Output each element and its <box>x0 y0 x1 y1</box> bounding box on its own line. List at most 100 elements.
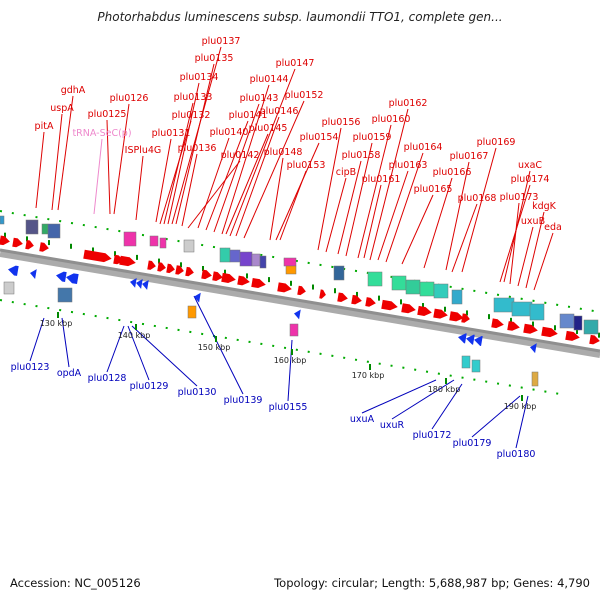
leader-line <box>61 317 70 368</box>
gene-label-plu0152[interactable]: plu0152 <box>285 90 324 101</box>
tick-dot <box>554 325 556 331</box>
gene-label-plu0126[interactable]: plu0126 <box>110 93 149 104</box>
gene-label-tRNA-SeC(p)[interactable]: tRNA-SeC(p) <box>72 128 131 139</box>
tick-dot <box>246 273 248 279</box>
gene-label-plu0172[interactable]: plu0172 <box>413 430 452 441</box>
gene-label-kdgK[interactable]: kdgK <box>532 201 557 212</box>
tick-dot <box>312 284 314 290</box>
gene-label-plu0148[interactable]: plu0148 <box>264 147 303 158</box>
gene-label-plu0164[interactable]: plu0164 <box>404 142 443 153</box>
gene-label-plu0158[interactable]: plu0158 <box>342 150 381 161</box>
gene-label-plu0129[interactable]: plu0129 <box>130 381 169 392</box>
gene-label-plu0145[interactable]: plu0145 <box>249 123 288 134</box>
backbone <box>0 248 600 353</box>
gene-label-plu0125[interactable]: plu0125 <box>88 109 127 120</box>
leader-line <box>171 46 222 225</box>
gene-label-plu0144[interactable]: plu0144 <box>250 74 289 85</box>
leader-line <box>461 147 497 273</box>
gene-arrow <box>277 282 292 293</box>
leader-line <box>187 160 241 229</box>
tick-dot <box>224 269 226 275</box>
gene-arrow <box>185 266 194 277</box>
gene-arrow <box>589 334 600 345</box>
gene-arrow <box>433 308 448 319</box>
gene-box <box>405 279 421 295</box>
gene-label-plu0131[interactable]: plu0131 <box>152 128 191 139</box>
gene-label-uxuB[interactable]: uxuB <box>521 216 545 227</box>
gene-arrow-reverse <box>458 333 467 344</box>
gene-labels[interactable]: plu0137 plu0135 plu0147 plu0134 plu0144 gdhA p… <box>11 36 562 460</box>
gene-label-plu0174[interactable]: plu0174 <box>511 174 550 185</box>
gene-arrow <box>83 249 112 263</box>
gene-label-plu0163[interactable]: plu0163 <box>389 160 428 171</box>
gene-label-plu0139[interactable]: plu0139 <box>224 395 263 406</box>
gene-arrow-reverse <box>66 273 79 285</box>
gene-label-plu0141[interactable]: plu0141 <box>229 110 268 121</box>
gene-label-plu0140[interactable]: plu0140 <box>210 127 249 138</box>
gene-label-ISPlu4G[interactable]: ISPlu4G <box>125 145 162 156</box>
leader-line <box>525 211 545 289</box>
gene-label-plu0134[interactable]: plu0134 <box>180 72 219 83</box>
gene-label-plu0162[interactable]: plu0162 <box>389 98 428 109</box>
gene-box <box>511 301 533 317</box>
gene-label-plu0159[interactable]: plu0159 <box>353 132 392 143</box>
gene-label-plu0135[interactable]: plu0135 <box>195 53 234 64</box>
gene-label-pitA[interactable]: pitA <box>35 121 54 132</box>
gene-box <box>251 253 261 267</box>
gene-label-eda[interactable]: eda <box>544 222 562 233</box>
gene-arrow-reverse <box>8 265 19 276</box>
gene-arrow <box>401 303 416 314</box>
leader-line <box>515 395 529 449</box>
gene-label-plu0173[interactable]: plu0173 <box>500 192 539 203</box>
gene-label-plu0136[interactable]: plu0136 <box>178 143 217 154</box>
gene-label-plu0137[interactable]: plu0137 <box>202 36 241 47</box>
gene-label-plu0161[interactable]: plu0161 <box>362 174 401 185</box>
gene-label-cipB[interactable]: cipB <box>336 167 356 178</box>
gene-label-uxuR[interactable]: uxuR <box>380 420 405 431</box>
gene-arrow <box>251 277 266 289</box>
gene-label-plu0165[interactable]: plu0165 <box>414 184 453 195</box>
gene-arrow-reverse <box>130 277 137 288</box>
gene-label-opdA[interactable]: opdA <box>57 368 82 379</box>
gene-label-plu0168[interactable]: plu0168 <box>458 193 497 204</box>
gene-label-uxuA[interactable]: uxuA <box>350 414 375 425</box>
kbp-tick-label: 140 kbp <box>118 331 151 340</box>
gene-label-plu0142[interactable]: plu0142 <box>221 150 260 161</box>
gene-label-plu0130[interactable]: plu0130 <box>178 387 217 398</box>
gene-label-plu0123[interactable]: plu0123 <box>11 362 50 373</box>
gene-arrow <box>0 235 10 246</box>
gene-label-plu0153[interactable]: plu0153 <box>287 160 326 171</box>
gene-box <box>239 251 253 267</box>
leader-line <box>377 170 409 261</box>
gene-label-plu0156[interactable]: plu0156 <box>322 117 361 128</box>
gene-label-plu0166[interactable]: plu0166 <box>433 167 472 178</box>
gene-box <box>0 215 5 225</box>
gene-label-plu0169[interactable]: plu0169 <box>477 137 516 148</box>
gene-label-plu0143[interactable]: plu0143 <box>240 93 279 104</box>
gene-label-plu0133[interactable]: plu0133 <box>174 92 213 103</box>
tick-dot <box>4 232 6 238</box>
leader-line <box>131 325 198 387</box>
kbp-tick-label: 130 kbp <box>40 319 73 328</box>
tick-dot <box>114 251 116 257</box>
gene-label-uxaC[interactable]: uxaC <box>518 160 542 171</box>
leader-line <box>325 177 347 253</box>
gene-label-plu0160[interactable]: plu0160 <box>372 114 411 125</box>
gene-label-plu0132[interactable]: plu0132 <box>172 110 211 121</box>
gene-label-plu0154[interactable]: plu0154 <box>300 132 339 143</box>
gene-label-gdhA[interactable]: gdhA <box>61 85 86 96</box>
gene-label-plu0179[interactable]: plu0179 <box>453 438 492 449</box>
gene-label-plu0180[interactable]: plu0180 <box>497 449 536 460</box>
gene-label-plu0167[interactable]: plu0167 <box>450 151 489 162</box>
leader-line <box>369 108 409 261</box>
gene-label-plu0147[interactable]: plu0147 <box>276 58 315 69</box>
gene-label-plu0155[interactable]: plu0155 <box>269 402 308 413</box>
gene-label-plu0128[interactable]: plu0128 <box>88 373 127 384</box>
tick-dot <box>268 277 270 283</box>
gene-arrow <box>351 294 362 305</box>
gene-label-uspA[interactable]: uspA <box>50 103 74 114</box>
gene-arrow-reverse <box>194 292 201 303</box>
gene-box <box>259 255 267 269</box>
gene-label-plu0146[interactable]: plu0146 <box>260 106 299 117</box>
